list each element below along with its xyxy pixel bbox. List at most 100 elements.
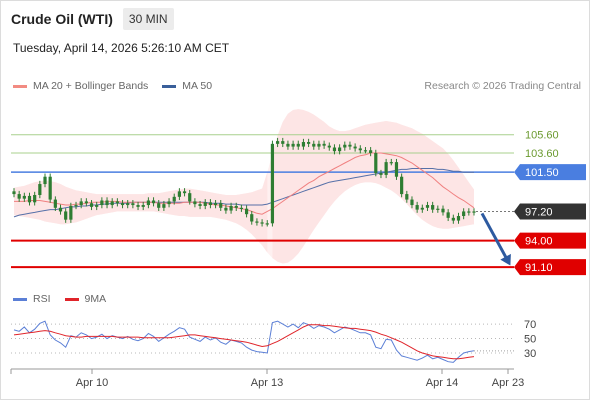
candle-body-56 — [301, 142, 306, 147]
price-legend: MA 20 + Bollinger Bands MA 50 — [13, 80, 226, 92]
legend-swatch-ma50 — [162, 84, 177, 88]
candle-body-45 — [244, 208, 249, 215]
candle-body-29 — [162, 204, 166, 208]
level-label-94.00: 94.00 — [525, 236, 553, 248]
candle-body-72 — [384, 162, 388, 175]
x-tick-label-0: Apr 10 — [76, 377, 108, 389]
candle-body-20 — [115, 201, 119, 204]
candle-body-11 — [69, 205, 73, 220]
candle-body-59 — [317, 143, 321, 147]
candle-body-60 — [322, 143, 326, 146]
candle-body-38 — [208, 202, 213, 206]
candle-body-52 — [281, 141, 285, 144]
rsi-tick-70: 70 — [524, 319, 536, 331]
candle-body-86 — [456, 216, 461, 221]
candle-body-3 — [27, 195, 32, 203]
candle-body-48 — [260, 222, 264, 224]
candle-body-26 — [146, 200, 150, 206]
legend-label-ma50: MA 50 — [182, 80, 213, 92]
candle-body-51 — [275, 141, 280, 144]
candle-body-63 — [338, 147, 342, 152]
legend-item-9ma: 9MA — [64, 293, 107, 305]
candle-body-65 — [348, 144, 352, 147]
candle-body-67 — [358, 148, 362, 151]
candle-body-81 — [431, 205, 435, 210]
copyright-notice: Research © 2026 Trading Central — [424, 80, 581, 92]
chart-datetime: Tuesday, April 14, 2026 5:26:10 AM CET — [13, 41, 230, 55]
candle-body-10 — [64, 211, 68, 220]
candle-body-17 — [100, 200, 104, 206]
bollinger-band-fill — [14, 109, 474, 264]
x-tick-label-2: Apr 14 — [426, 377, 458, 389]
instrument-title: Crude Oil (WTI) — [11, 11, 113, 27]
candle-body-82 — [436, 208, 440, 210]
candle-body-76 — [405, 194, 409, 200]
x-tick-label-1: Apr 13 — [251, 377, 283, 389]
candle-body-71 — [379, 173, 383, 175]
level-label-105.60: 105.60 — [525, 130, 559, 142]
candle-body-14 — [84, 201, 88, 204]
candle-body-36 — [198, 204, 202, 206]
candle-body-89 — [472, 211, 476, 213]
candle-body-15 — [89, 203, 94, 207]
rsi-tick-30: 30 — [524, 348, 536, 360]
legend-label-rsi: RSI — [33, 293, 51, 305]
candle-body-25 — [141, 205, 145, 207]
rsi-9ma-line — [13, 324, 475, 360]
candle-body-83 — [441, 208, 445, 213]
candle-body-69 — [369, 150, 373, 153]
candle-body-5 — [38, 184, 42, 195]
candle-body-24 — [136, 205, 140, 207]
candle-body-8 — [53, 199, 57, 208]
candle-body-32 — [177, 191, 181, 197]
candle-body-75 — [400, 176, 404, 195]
candle-body-77 — [410, 199, 414, 206]
candle-body-49 — [265, 223, 269, 225]
rsi-legend: RSI 9MA — [13, 293, 120, 305]
candle-body-30 — [167, 201, 171, 205]
candle-body-70 — [374, 152, 378, 174]
candle-body-9 — [58, 207, 63, 212]
level-tag-91.10 — [514, 259, 586, 276]
candle-body-53 — [286, 143, 290, 147]
legend-swatch-9ma — [64, 297, 79, 301]
candle-body-79 — [420, 207, 424, 210]
candle-body-57 — [307, 142, 311, 144]
candle-body-46 — [250, 214, 254, 222]
candle-body-68 — [363, 150, 368, 152]
candle-body-31 — [172, 196, 176, 202]
rsi-line — [13, 320, 475, 363]
interval-badge[interactable]: 30 MIN — [122, 8, 174, 30]
candle-body-28 — [157, 203, 161, 208]
candle-body-85 — [451, 217, 455, 221]
candle-body-2 — [22, 195, 26, 199]
legend-label-9ma: 9MA — [84, 293, 107, 305]
candle-body-22 — [126, 203, 130, 206]
candle-body-73 — [389, 162, 393, 164]
legend-item-rsi: RSI — [13, 293, 51, 305]
candle-body-61 — [327, 145, 331, 148]
level-label-101.50: 101.50 — [525, 167, 559, 179]
candle-body-7 — [48, 176, 52, 200]
level-label-97.20: 97.20 — [525, 206, 553, 218]
candle-body-0 — [12, 191, 16, 195]
projection-arrow-shaft — [480, 212, 510, 262]
rsi-tick-50: 50 — [524, 334, 536, 346]
x-tick-label-3: Apr 23 — [492, 377, 524, 389]
candle-body-12 — [74, 205, 78, 207]
legend-item-ma50: MA 50 — [162, 80, 212, 92]
candle-body-50 — [270, 143, 275, 224]
level-tag-94.00 — [514, 232, 586, 249]
candle-body-34 — [188, 193, 192, 202]
candle-body-58 — [312, 143, 316, 147]
candle-body-43 — [234, 205, 238, 208]
level-tag-97.20 — [514, 203, 586, 220]
level-tag-101.50 — [514, 164, 586, 181]
candle-body-42 — [229, 205, 233, 211]
legend-swatch-ma20 — [13, 84, 27, 88]
candle-body-19 — [110, 201, 114, 206]
candle-body-35 — [193, 201, 197, 205]
legend-item-ma20: MA 20 + Bollinger Bands — [13, 80, 148, 92]
candle-body-84 — [446, 212, 450, 218]
candle-body-27 — [151, 200, 156, 204]
